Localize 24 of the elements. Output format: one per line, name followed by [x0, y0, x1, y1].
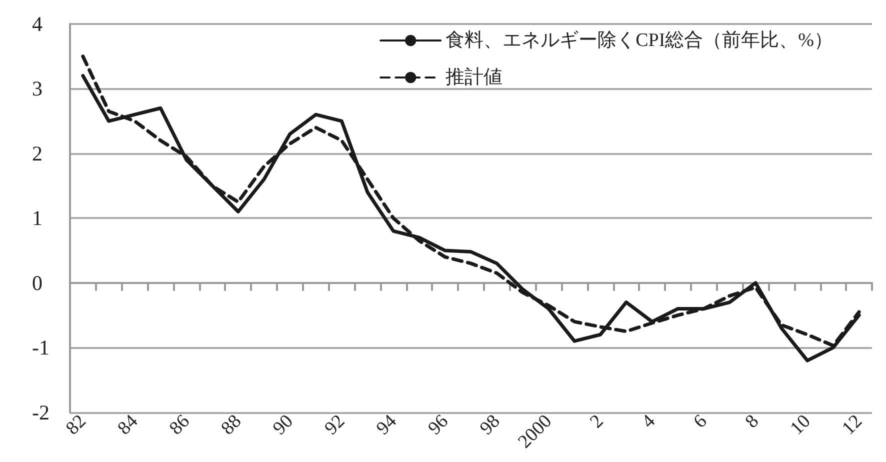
x-tick-label: 12 — [838, 410, 866, 440]
x-tick-label: 82 — [62, 410, 90, 440]
x-tick-label: 88 — [217, 410, 246, 440]
legend-label: 食料、エネルギー除くCPI総合（前年比、%） — [446, 30, 834, 51]
x-tick-label: 86 — [166, 410, 194, 440]
y-tick-label: -2 — [32, 400, 50, 424]
x-tick-label: 2 — [586, 410, 608, 432]
x-tick-label: 4 — [638, 410, 660, 432]
y-tick-label: 0 — [32, 270, 42, 295]
x-tick-label: 10 — [786, 410, 815, 440]
x-tick-label: 6 — [690, 410, 712, 432]
y-tick-label: 3 — [32, 76, 42, 101]
y-tick-label: 1 — [32, 206, 42, 230]
x-tick-label: 84 — [114, 410, 142, 440]
y-tick-label: -1 — [32, 336, 50, 360]
x-tick-label: 90 — [269, 410, 298, 440]
x-tick-label: 92 — [320, 410, 350, 440]
y-tick-label: 4 — [32, 12, 43, 36]
x-tick-label: 8 — [741, 410, 764, 432]
legend-label: 推計値 — [446, 67, 503, 88]
x-tick-label: 98 — [476, 410, 504, 440]
y-tick-label: 2 — [32, 141, 42, 166]
x-tick-label: 94 — [372, 410, 402, 440]
x-tick-label: 96 — [424, 410, 453, 440]
